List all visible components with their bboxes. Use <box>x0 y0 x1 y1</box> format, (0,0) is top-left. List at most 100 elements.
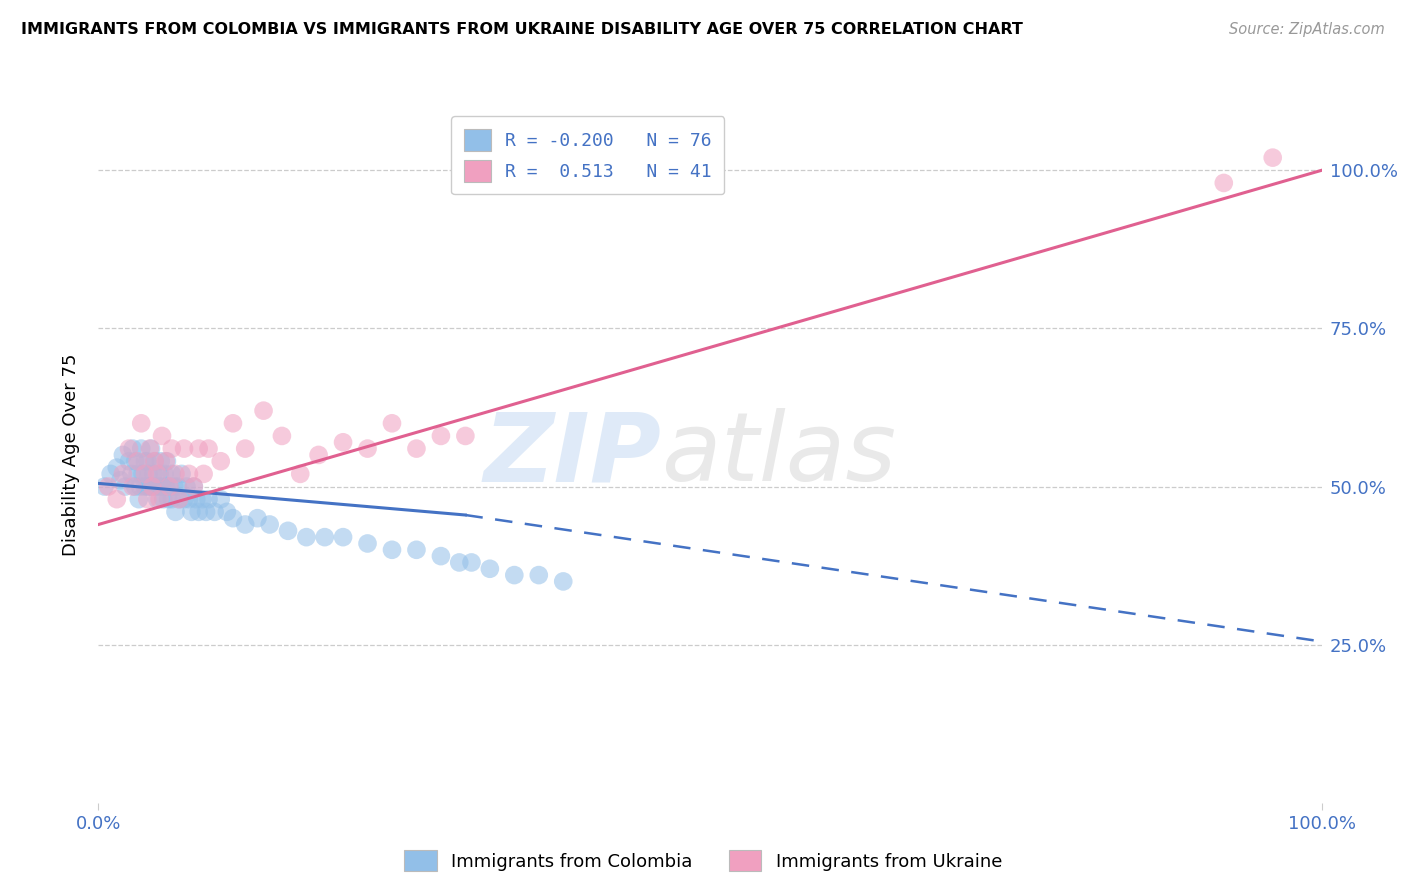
Point <box>170 467 193 481</box>
Point <box>209 454 232 468</box>
Point <box>136 454 159 468</box>
Point <box>127 454 149 468</box>
Point <box>209 492 232 507</box>
Point <box>332 435 354 450</box>
Point <box>134 454 156 468</box>
Point <box>157 479 180 493</box>
Point <box>308 448 330 462</box>
Text: ZIP: ZIP <box>484 409 661 501</box>
Point <box>222 511 245 525</box>
Point <box>139 479 162 493</box>
Point <box>121 479 143 493</box>
Point <box>105 492 128 507</box>
Point <box>187 442 209 456</box>
Point <box>187 505 209 519</box>
Point <box>277 524 299 538</box>
Point <box>177 492 200 507</box>
Point <box>138 467 160 481</box>
Point <box>150 479 173 493</box>
Point <box>141 479 163 493</box>
Point <box>167 492 190 507</box>
Point <box>290 467 312 481</box>
Point <box>146 467 169 481</box>
Point <box>183 479 205 493</box>
Point <box>527 568 550 582</box>
Point <box>553 574 575 589</box>
Point <box>177 467 200 481</box>
Point <box>356 536 378 550</box>
Point <box>163 479 186 493</box>
Point <box>233 517 256 532</box>
Text: Source: ZipAtlas.com: Source: ZipAtlas.com <box>1229 22 1385 37</box>
Point <box>155 479 177 493</box>
Point <box>165 505 187 519</box>
Point <box>1212 176 1234 190</box>
Point <box>430 549 453 563</box>
Point <box>176 479 198 493</box>
Point <box>160 467 183 481</box>
Point <box>503 568 526 582</box>
Point <box>149 492 172 507</box>
Point <box>134 467 156 481</box>
Point <box>381 542 404 557</box>
Point <box>160 492 183 507</box>
Point <box>270 429 294 443</box>
Point <box>160 442 183 456</box>
Text: IMMIGRANTS FROM COLOMBIA VS IMMIGRANTS FROM UKRAINE DISABILITY AGE OVER 75 CORRE: IMMIGRANTS FROM COLOMBIA VS IMMIGRANTS F… <box>21 22 1024 37</box>
Point <box>124 479 146 493</box>
Point <box>332 530 354 544</box>
Point <box>141 479 163 493</box>
Point <box>114 479 136 493</box>
Y-axis label: Disability Age Over 75: Disability Age Over 75 <box>62 353 80 557</box>
Point <box>142 467 165 481</box>
Point <box>134 479 156 493</box>
Point <box>143 454 166 468</box>
Point <box>167 479 190 493</box>
Point <box>454 429 477 443</box>
Point <box>149 454 172 468</box>
Point <box>173 442 195 456</box>
Point <box>156 454 179 468</box>
Point <box>111 467 134 481</box>
Point <box>136 479 159 493</box>
Point <box>105 460 128 475</box>
Point <box>478 562 501 576</box>
Point <box>124 454 146 468</box>
Text: atlas: atlas <box>661 409 896 501</box>
Point <box>191 492 214 507</box>
Point <box>146 492 169 507</box>
Point <box>157 479 180 493</box>
Point <box>197 492 219 507</box>
Point <box>197 442 219 456</box>
Point <box>139 442 162 456</box>
Point <box>405 542 427 557</box>
Point <box>100 467 122 481</box>
Point <box>252 403 274 417</box>
Point <box>460 556 482 570</box>
Point <box>139 442 162 456</box>
Point <box>136 492 159 507</box>
Point <box>129 442 152 456</box>
Point <box>145 479 167 493</box>
Point <box>128 492 150 507</box>
Point <box>186 492 208 507</box>
Point <box>180 505 202 519</box>
Legend: Immigrants from Colombia, Immigrants from Ukraine: Immigrants from Colombia, Immigrants fro… <box>396 843 1010 879</box>
Point <box>246 511 269 525</box>
Point <box>153 467 176 481</box>
Point <box>129 479 152 493</box>
Point <box>314 530 336 544</box>
Point <box>149 467 172 481</box>
Point <box>204 505 226 519</box>
Point <box>149 479 172 493</box>
Point <box>150 429 173 443</box>
Point <box>118 454 141 468</box>
Point <box>152 492 174 507</box>
Point <box>193 467 215 481</box>
Point <box>259 517 281 532</box>
Point <box>111 448 134 462</box>
Point <box>127 467 149 481</box>
Point <box>118 442 141 456</box>
Point <box>157 492 180 507</box>
Point <box>131 467 153 481</box>
